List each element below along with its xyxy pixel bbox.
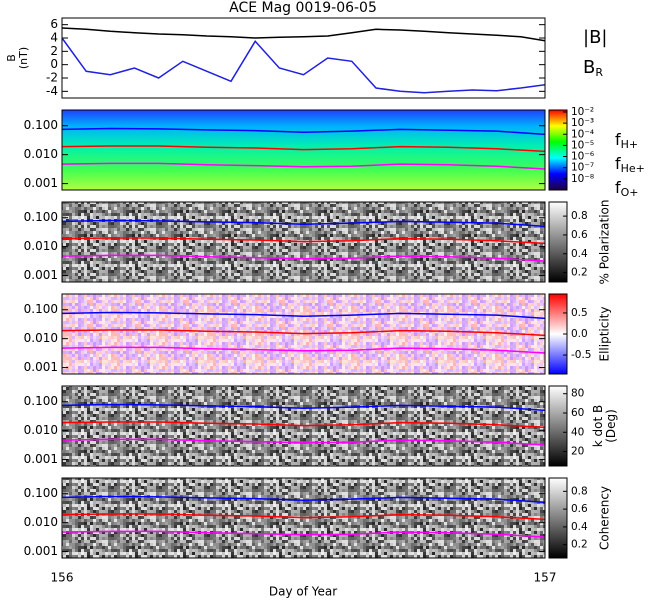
legend-name: B — [583, 57, 595, 78]
plot-frame — [61, 109, 546, 191]
y-axis-label: (nT) — [17, 47, 30, 69]
y-tick-label: 0.010 — [24, 147, 58, 161]
y-tick-label: 0.001 — [24, 360, 58, 374]
plot-frame — [61, 293, 546, 375]
series-line — [61, 530, 546, 538]
x-tick-label: 156 — [51, 571, 74, 585]
chart-title: ACE Mag 0019-06-05 — [229, 0, 377, 16]
colorbar — [548, 385, 568, 467]
colorbar-tick-label: 0.5 — [571, 307, 588, 319]
y-tick-label: 0.001 — [24, 176, 58, 190]
colorbar-tick-label: -0.5 — [571, 349, 592, 361]
y-tick-label: 0.100 — [24, 118, 58, 132]
y-tick-label: 0.001 — [24, 268, 58, 282]
colorbar-tick-label: 10⁻² — [571, 106, 594, 118]
y-tick-label: 2 — [50, 44, 58, 58]
colorbar-tick-label: 0.2 — [571, 267, 588, 279]
colorbar-tick-label: 0.4 — [571, 521, 588, 533]
legend-label: fO+ — [615, 178, 639, 200]
legend-subscript: He+ — [621, 162, 645, 175]
y-tick-label: 6 — [50, 17, 58, 31]
y-tick-label: 0.100 — [24, 394, 58, 408]
plot-background — [62, 18, 545, 98]
series-line — [61, 329, 546, 337]
series-line — [61, 421, 546, 429]
legend-label: BR — [583, 57, 603, 79]
y-tick-label: 4 — [50, 31, 58, 45]
colorbar-tick-label: 10⁻⁷ — [571, 162, 594, 174]
legend-subscript: R — [595, 66, 603, 79]
colorbar — [548, 477, 568, 559]
colorbar-tick-label: 60 — [571, 407, 584, 419]
colorbar-tick-label: 0.8 — [571, 210, 588, 222]
plot-frame — [61, 385, 546, 467]
colorbar-tick-label: 10⁻⁸ — [571, 173, 594, 185]
series-line — [61, 438, 546, 446]
series-line — [61, 162, 546, 170]
legend-name: |B| — [583, 27, 607, 48]
series-line — [61, 403, 546, 412]
series-line — [61, 27, 546, 42]
colorbar-tick-label: 10⁻⁶ — [571, 151, 594, 163]
y-tick-label: 0.010 — [24, 515, 58, 529]
colorbar-tick-label: 10⁻⁴ — [571, 128, 594, 140]
colorbar-label: k dot B — [591, 405, 605, 447]
colorbar-tick-label: 0.6 — [571, 503, 588, 515]
colorbar — [548, 109, 568, 191]
y-tick-label: 0.001 — [24, 544, 58, 558]
colorbar-tick-label: 0.0 — [571, 328, 588, 340]
x-tick-label: 157 — [534, 571, 557, 585]
y-tick-label: 0.001 — [24, 452, 58, 466]
y-tick-label: 0.010 — [24, 239, 58, 253]
series-line — [61, 513, 546, 521]
series-line — [61, 237, 546, 245]
series-line — [61, 219, 546, 228]
colorbar-tick-label: 0.8 — [571, 485, 588, 497]
colorbar-tick-label: 80 — [571, 388, 584, 400]
colorbar-tick-label: 10⁻³ — [571, 117, 594, 129]
plot-frame — [61, 201, 546, 283]
x-axis-label: Day of Year — [269, 585, 337, 599]
legend-name: f — [615, 130, 621, 149]
series-line — [61, 37, 546, 94]
series-line — [61, 127, 546, 136]
colorbar — [548, 201, 568, 283]
y-axis-label: B — [5, 54, 18, 62]
legend-name: f — [615, 178, 621, 197]
colorbar-tick-label: 0.2 — [571, 539, 588, 551]
legend-label: fH+ — [615, 130, 638, 152]
y-tick-label: -2 — [46, 71, 58, 85]
series-line — [61, 145, 546, 153]
y-tick-label: 0.100 — [24, 486, 58, 500]
series-line — [61, 254, 546, 262]
y-tick-label: 0.100 — [24, 302, 58, 316]
colorbar-label: (Deg) — [604, 409, 618, 443]
colorbar-tick-label: 20 — [571, 446, 584, 458]
legend-label: |B| — [583, 27, 607, 48]
y-tick-label: 0.010 — [24, 423, 58, 437]
plot-frame — [61, 17, 546, 99]
legend-name: f — [615, 154, 621, 173]
colorbar-tick-label: 0.6 — [571, 229, 588, 241]
colorbar-tick-label: 10⁻⁵ — [571, 139, 594, 151]
colorbar-tick-label: 40 — [571, 426, 584, 438]
y-tick-label: -4 — [46, 84, 58, 98]
y-tick-label: 0.100 — [24, 210, 58, 224]
colorbar-label: Coherency — [598, 486, 612, 550]
colorbar-tick-label: 0.4 — [571, 248, 588, 260]
legend-subscript: H+ — [621, 138, 639, 151]
series-line — [61, 495, 546, 504]
plot-frame — [61, 477, 546, 559]
series-line — [61, 346, 546, 354]
y-tick-label: 0.010 — [24, 331, 58, 345]
colorbar-label: Ellipticity — [598, 307, 612, 362]
legend-subscript: O+ — [621, 186, 639, 199]
y-tick-label: 0 — [50, 57, 58, 71]
series-line — [61, 311, 546, 320]
colorbar-label: % Polarization — [598, 200, 612, 285]
legend-label: fHe+ — [615, 154, 645, 176]
